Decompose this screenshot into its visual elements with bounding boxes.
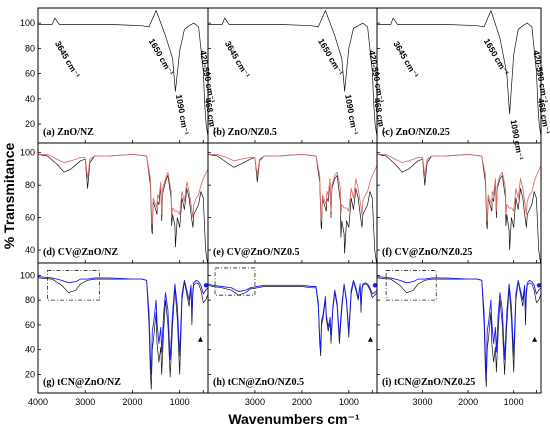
blue-marker-i <box>536 283 542 288</box>
x-tick-label: 2000 <box>122 397 142 407</box>
y-tick-label: 80 <box>25 43 35 53</box>
spectrum-g-black <box>38 277 208 390</box>
arrow-marker-i <box>532 336 538 342</box>
highlight-box-g <box>47 270 100 301</box>
panel-f-plot <box>377 153 541 263</box>
y-tick-label: 60 <box>25 320 35 330</box>
peak-annotation-c-4: 468 cm⁻¹ <box>536 97 550 134</box>
panel-label-d: (d) CV@ZnO/NZ <box>43 247 118 258</box>
panel-g: (g) tCN@ZnO/NZ <box>37 262 209 394</box>
panel-i: (i) tCN@ZnO/NZ0.25 <box>376 262 542 394</box>
panel-a-plot <box>38 10 208 137</box>
panel-label-f: (f) CV@ZnO/NZ0.25 <box>382 247 472 258</box>
y-tick-label: 40 <box>25 245 35 255</box>
blue-marker-g <box>203 283 209 288</box>
panel-label-g: (g) tCN@ZnO/NZ <box>43 377 121 388</box>
peak-annotation-a-1: 1650 cm⁻¹ <box>147 37 176 78</box>
panel-frame-i <box>376 262 542 394</box>
spectrum-h-black <box>208 281 377 357</box>
spectrum-c-black <box>377 10 541 137</box>
panel-e: (e) CV@ZnO/NZ0.5 <box>207 142 378 264</box>
spectrum-a-black <box>38 10 208 137</box>
x-tick-labels: 4000 3000 2000 1000 3000 2000 1000 3000 2000 1000 <box>28 397 524 407</box>
panel-d-plot <box>38 153 208 263</box>
x-tick-label: 1000 <box>504 397 524 407</box>
panel-h: (h) tCN@ZnO/NZ0.5 <box>207 262 378 394</box>
panel-d: (d) CV@ZnO/NZ <box>37 142 209 264</box>
spectrum-b-black <box>208 10 377 137</box>
x-tick-label: 3000 <box>245 397 265 407</box>
panel-label-i: (i) tCN@ZnO/NZ0.25 <box>382 377 475 388</box>
peak-annotation-b-2: 1090 cm⁻¹ <box>343 94 360 136</box>
spectrum-h-blue <box>208 279 377 351</box>
x-tick-label: 1000 <box>339 397 359 407</box>
y-tick-label: 20 <box>25 119 35 129</box>
y-tick-label: 60 <box>25 213 35 223</box>
y-tick-label: 100 <box>20 148 35 158</box>
x-tick-label: 4000 <box>28 397 48 407</box>
peak-annotation-c-2: 1090 cm⁻¹ <box>509 119 526 161</box>
spectrum-d-red <box>38 153 208 225</box>
highlight-box-h <box>214 267 256 296</box>
arrow-marker-h <box>367 336 373 342</box>
panel-frame-f <box>376 142 542 264</box>
y-tick-label: 100 <box>20 18 35 28</box>
x-tick-label: 2000 <box>292 397 312 407</box>
panel-f: (f) CV@ZnO/NZ0.25 <box>376 142 542 264</box>
panel-frame-h <box>207 262 378 394</box>
panel-label-h: (h) tCN@ZnO/NZ0.5 <box>213 377 304 388</box>
highlight-box-i <box>385 270 437 301</box>
peak-annotation-a-2: 1090 cm⁻¹ <box>174 94 191 136</box>
peak-annotation-c-0: 3645 cm⁻¹ <box>391 39 420 80</box>
panel-label-a: (a) ZnO/NZ <box>43 127 94 138</box>
panel-e-plot <box>208 153 377 263</box>
panel-b-plot <box>208 10 377 137</box>
x-tick-label: 2000 <box>458 397 478 407</box>
y-axis-title: % Transmitance <box>1 142 17 249</box>
y-tick-labels: 100 80 60 40 20 100 80 60 40 100 80 60 40 20 <box>20 18 35 379</box>
panel-label-c: (c) ZnO/NZ0.25 <box>382 127 450 138</box>
x-axis-title: Wavenumbers cm⁻¹ <box>228 411 360 427</box>
y-tick-label: 40 <box>25 345 35 355</box>
spectrum-f-red <box>377 153 541 222</box>
peak-annotation-c-1: 1650 cm⁻¹ <box>482 37 511 78</box>
panel-c-plot <box>377 10 541 137</box>
panel-h-plot <box>208 279 377 357</box>
panel-g-plot <box>38 276 208 390</box>
blue-marker-h <box>372 283 378 288</box>
x-tick-label: 3000 <box>413 397 433 407</box>
spectrum-g-blue <box>38 276 208 375</box>
spectrum-e-red <box>208 153 377 222</box>
x-tick-label: 1000 <box>170 397 190 407</box>
peak-annotation-b-0: 3645 cm⁻¹ <box>223 39 252 80</box>
y-tick-label: 100 <box>20 270 35 280</box>
panel-label-e: (e) CV@ZnO/NZ0.5 <box>213 247 300 258</box>
spectrum-i-black <box>377 277 541 388</box>
panel-label-b: (b) ZnO/NZ0.5 <box>213 127 277 138</box>
y-tick-label: 60 <box>25 69 35 79</box>
y-tick-label: 20 <box>25 369 35 379</box>
peak-annotation-a-0: 3645 cm⁻¹ <box>53 39 82 80</box>
panel-frame-g <box>37 262 209 394</box>
panel-i-plot <box>377 276 541 388</box>
spectrum-i-blue <box>377 276 541 375</box>
panel-frame-d <box>37 142 209 264</box>
peak-annotation-b-1: 1650 cm⁻¹ <box>316 37 345 78</box>
y-tick-label: 40 <box>25 94 35 104</box>
x-tick-label: 3000 <box>75 397 95 407</box>
y-tick-label: 80 <box>25 295 35 305</box>
arrow-marker-g <box>197 336 203 342</box>
y-tick-label: 80 <box>25 180 35 190</box>
